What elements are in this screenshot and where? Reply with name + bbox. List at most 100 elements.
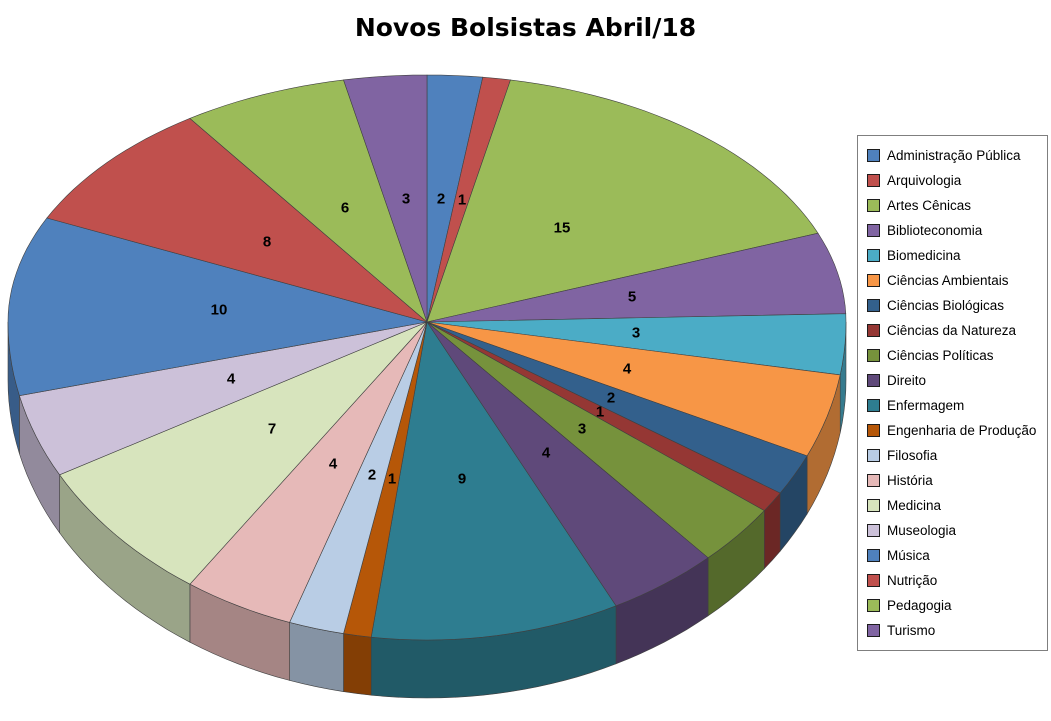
- legend-item[interactable]: Ciências Políticas: [867, 343, 1043, 368]
- pie-slice[interactable]: [189, 79, 428, 323]
- legend-swatch: [867, 174, 880, 187]
- legend-swatch: [867, 599, 880, 612]
- legend-item[interactable]: Biblioteconomia: [867, 218, 1043, 243]
- pie-slice-rim: [343, 633, 372, 696]
- pie-slice[interactable]: [426, 321, 765, 559]
- legend-label: Museologia: [887, 523, 957, 538]
- legend-item[interactable]: Filosofia: [867, 443, 1043, 468]
- legend-label: Engenharia de Produção: [887, 423, 1037, 438]
- slice-value-label: 3: [578, 421, 586, 438]
- legend-item[interactable]: Administração Pública: [867, 143, 1043, 168]
- legend-item[interactable]: Turismo: [867, 618, 1043, 643]
- legend-label: Turismo: [887, 623, 936, 638]
- pie-slice[interactable]: [189, 321, 428, 623]
- legend-label: Pedagogia: [887, 598, 952, 613]
- legend-swatch: [867, 224, 880, 237]
- legend-item[interactable]: Enfermagem: [867, 393, 1043, 418]
- slice-value-label: 1: [596, 404, 604, 421]
- slice-value-label: 5: [628, 289, 636, 306]
- legend-item[interactable]: Museologia: [867, 518, 1043, 543]
- pie-slice[interactable]: [426, 232, 847, 323]
- legend-swatch: [867, 474, 880, 487]
- slice-value-label: 2: [368, 467, 376, 484]
- slice-value-label: 4: [542, 445, 551, 462]
- legend-item[interactable]: Pedagogia: [867, 593, 1043, 618]
- legend-label: Direito: [887, 373, 927, 388]
- legend-label: Biblioteconomia: [887, 223, 983, 238]
- slice-value-label: 1: [458, 192, 466, 209]
- slice-value-label: 10: [211, 302, 228, 319]
- legend-label: Ciências da Natureza: [887, 323, 1017, 338]
- pie-slice[interactable]: [426, 79, 819, 323]
- slice-value-label: 8: [263, 234, 271, 251]
- legend-item[interactable]: Ciências Ambientais: [867, 268, 1043, 293]
- legend-item[interactable]: Ciências da Natureza: [867, 318, 1043, 343]
- slice-value-label: 4: [227, 371, 236, 388]
- slice-value-label: 15: [554, 220, 571, 237]
- pie-slice[interactable]: [426, 313, 847, 376]
- legend-swatch: [867, 399, 880, 412]
- legend-swatch: [867, 574, 880, 587]
- slice-value-label: 2: [437, 191, 445, 208]
- legend: Administração Pública Arquivologia Artes C…: [857, 135, 1048, 651]
- pie-slice[interactable]: [59, 321, 428, 585]
- pie-slice[interactable]: [370, 321, 617, 641]
- legend-label: Música: [887, 548, 930, 563]
- legend-swatch: [867, 624, 880, 637]
- legend-swatch: [867, 499, 880, 512]
- legend-swatch: [867, 274, 880, 287]
- legend-swatch: [867, 374, 880, 387]
- pie-slice[interactable]: [19, 321, 428, 476]
- pie-slice[interactable]: [426, 321, 841, 457]
- pie-slice[interactable]: [46, 118, 428, 323]
- slice-value-label: 1: [388, 471, 396, 488]
- legend-item[interactable]: Nutrição: [867, 568, 1043, 593]
- legend-label: Ciências Biológicas: [887, 298, 1005, 313]
- legend-swatch: [867, 199, 880, 212]
- legend-item[interactable]: Música: [867, 543, 1043, 568]
- legend-label: Nutrição: [887, 573, 938, 588]
- legend-swatch: [867, 424, 880, 437]
- legend-label: Ciências Ambientais: [887, 273, 1009, 288]
- slice-value-label: 6: [341, 200, 349, 217]
- legend-item[interactable]: Artes Cênicas: [867, 193, 1043, 218]
- slice-value-label: 4: [623, 361, 632, 378]
- legend-swatch: [867, 324, 880, 337]
- legend-swatch: [867, 524, 880, 537]
- slice-value-label: 3: [402, 191, 410, 208]
- chart-title: Novos Bolsistas Abril/18: [354, 13, 697, 42]
- legend-swatch: [867, 149, 880, 162]
- legend-label: Filosofia: [887, 448, 938, 463]
- slice-value-label: 2: [607, 390, 615, 407]
- legend-label: Artes Cênicas: [887, 198, 972, 213]
- pie-slice[interactable]: [426, 321, 709, 607]
- legend-item[interactable]: História: [867, 468, 1043, 493]
- pie-slice[interactable]: [7, 217, 428, 397]
- legend-swatch: [867, 249, 880, 262]
- legend-label: Arquivologia: [887, 173, 962, 188]
- legend-label: Ciências Políticas: [887, 348, 994, 363]
- legend-item[interactable]: Ciências Biológicas: [867, 293, 1043, 318]
- legend-label: Enfermagem: [887, 398, 965, 413]
- legend-label: Administração Pública: [887, 148, 1021, 163]
- pie-slice-rim: [289, 622, 344, 692]
- legend-item[interactable]: Biomedicina: [867, 243, 1043, 268]
- slice-value-label: 4: [329, 456, 338, 473]
- legend-item[interactable]: Medicina: [867, 493, 1043, 518]
- legend-swatch: [867, 349, 880, 362]
- legend-swatch: [867, 549, 880, 562]
- legend-label: História: [887, 473, 933, 488]
- slice-value-label: 7: [268, 421, 276, 438]
- slice-value-label: 3: [632, 325, 640, 342]
- slice-value-label: 9: [458, 471, 466, 488]
- pie-slice[interactable]: [343, 74, 428, 323]
- legend-swatch: [867, 299, 880, 312]
- legend-label: Medicina: [887, 498, 942, 513]
- legend-item[interactable]: Engenharia de Produção: [867, 418, 1043, 443]
- legend-label: Biomedicina: [887, 248, 961, 263]
- legend-item[interactable]: Arquivologia: [867, 168, 1043, 193]
- legend-swatch: [867, 449, 880, 462]
- legend-item[interactable]: Direito: [867, 368, 1043, 393]
